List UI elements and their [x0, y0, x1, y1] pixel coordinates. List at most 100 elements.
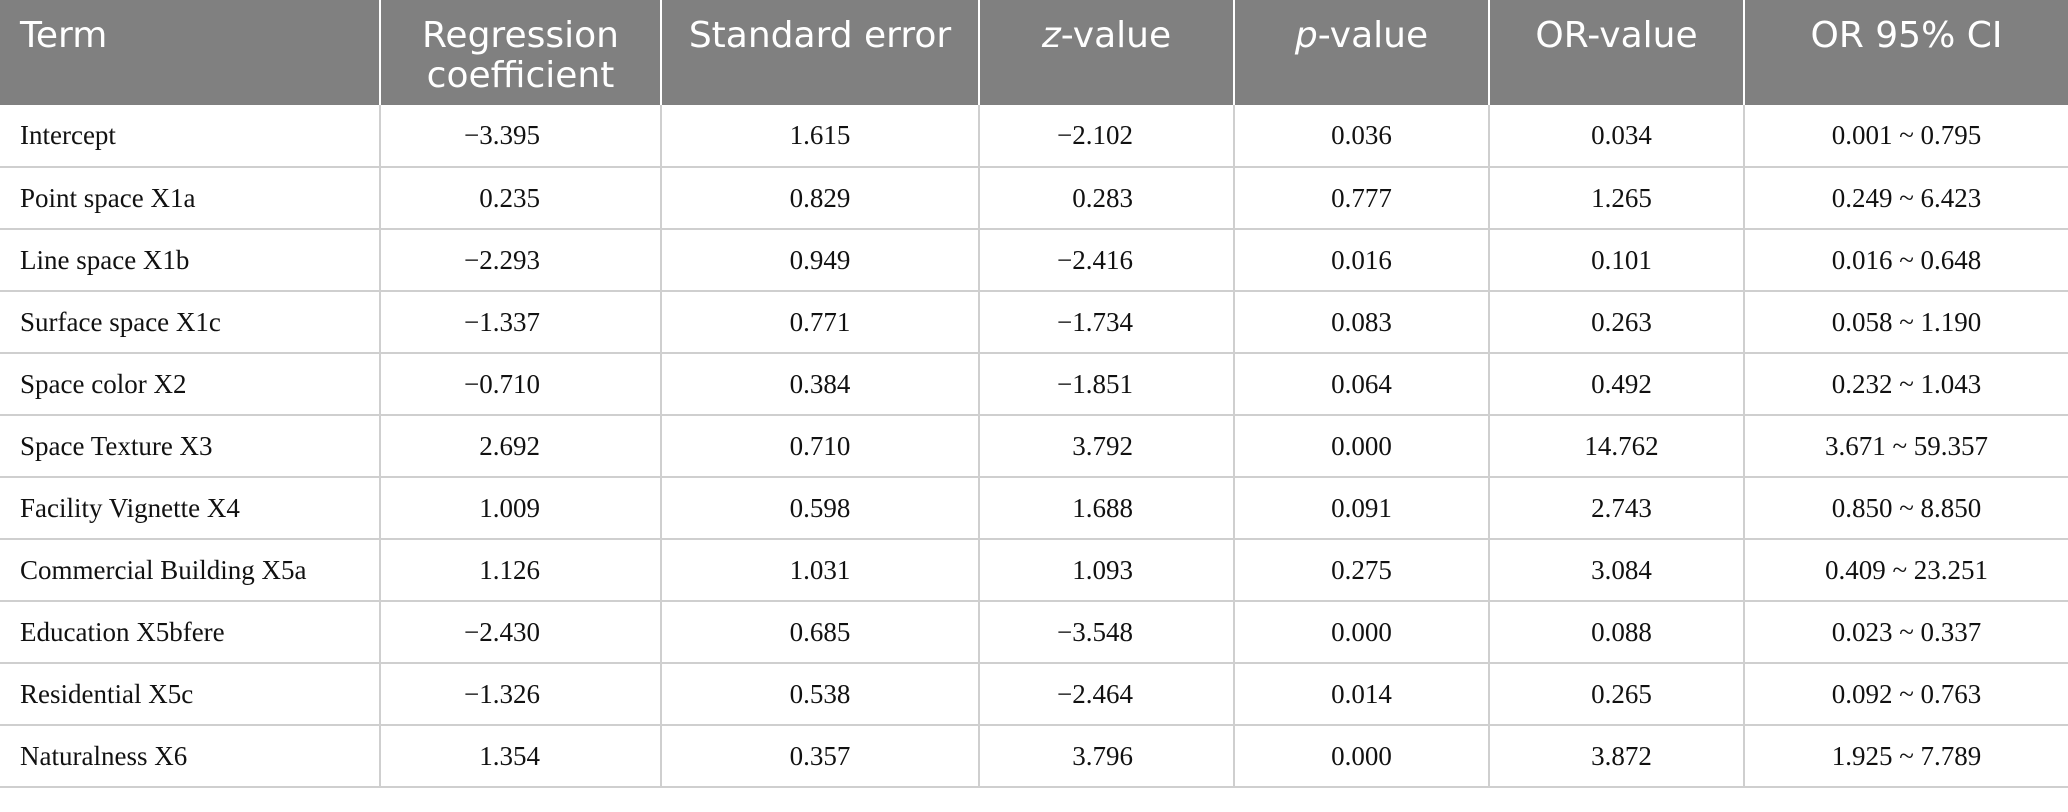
cell-p-value: 0.036 — [1234, 105, 1490, 168]
cell-z-value: −2.102 — [979, 105, 1235, 168]
cell-or-value: 0.492 — [1489, 353, 1745, 416]
cell-term: Space Texture X3 — [0, 415, 381, 478]
cell-regression-coefficient: −1.337 — [380, 291, 662, 354]
header-z-value: z-value — [979, 0, 1235, 105]
table-header: Term Regression coefficient Standard err… — [0, 0, 2068, 105]
cell-p-value: 0.016 — [1234, 229, 1490, 292]
cell-standard-error: 0.829 — [661, 167, 980, 230]
cell-regression-coefficient: −0.710 — [380, 353, 662, 416]
cell-term: Commercial Building X5a — [0, 539, 381, 602]
table-row: Space color X2 −0.710 0.384 −1.851 0.064 0.49… — [0, 353, 2068, 416]
cell-p-value: 0.083 — [1234, 291, 1490, 354]
cell-p-value: 0.064 — [1234, 353, 1490, 416]
table-row: Education X5bfere −2.430 0.685 −3.548 0.000 0… — [0, 601, 2068, 664]
cell-or-ci: 0.249 ~ 6.423 — [1744, 167, 2068, 230]
table-row: Point space X1a 0.235 0.829 0.283 0.777 1.265… — [0, 167, 2068, 230]
cell-regression-coefficient: −1.326 — [380, 663, 662, 726]
cell-term: Residential X5c — [0, 663, 381, 726]
cell-p-value: 0.014 — [1234, 663, 1490, 726]
header-or-value: OR-value — [1489, 0, 1745, 105]
cell-z-value: −1.734 — [979, 291, 1235, 354]
header-regression-coefficient: Regression coefficient — [380, 0, 662, 105]
cell-or-value: 0.265 — [1489, 663, 1745, 726]
header-z-rest: -value — [1060, 15, 1172, 56]
cell-or-value: 2.743 — [1489, 477, 1745, 540]
cell-regression-coefficient: 1.354 — [380, 725, 662, 788]
cell-regression-coefficient: −2.293 — [380, 229, 662, 292]
cell-or-value: 3.084 — [1489, 539, 1745, 602]
cell-standard-error: 0.771 — [661, 291, 980, 354]
header-p-italic: p — [1294, 15, 1318, 56]
cell-z-value: 1.688 — [979, 477, 1235, 540]
cell-z-value: −2.464 — [979, 663, 1235, 726]
cell-term: Surface space X1c — [0, 291, 381, 354]
cell-p-value: 0.091 — [1234, 477, 1490, 540]
cell-standard-error: 1.615 — [661, 105, 980, 168]
cell-regression-coefficient: 1.126 — [380, 539, 662, 602]
cell-term: Intercept — [0, 105, 381, 168]
cell-z-value: 0.283 — [979, 167, 1235, 230]
cell-or-ci: 0.409 ~ 23.251 — [1744, 539, 2068, 602]
table-row: Naturalness X6 1.354 0.357 3.796 0.000 3.872 1… — [0, 725, 2068, 788]
table-row: Residential X5c −1.326 0.538 −2.464 0.014 0.2… — [0, 663, 2068, 726]
header-z-italic: z — [1041, 15, 1061, 56]
header-row: Term Regression coefficient Standard err… — [0, 0, 2068, 105]
table-body: Intercept −3.395 1.615 −2.102 0.036 0.034 0.00… — [0, 105, 2068, 788]
header-term: Term — [0, 0, 381, 105]
cell-or-value: 0.263 — [1489, 291, 1745, 354]
cell-or-ci: 0.850 ~ 8.850 — [1744, 477, 2068, 540]
cell-standard-error: 1.031 — [661, 539, 980, 602]
table-row: Facility Vignette X4 1.009 0.598 1.688 0.091… — [0, 477, 2068, 540]
cell-regression-coefficient: −2.430 — [380, 601, 662, 664]
cell-p-value: 0.777 — [1234, 167, 1490, 230]
cell-z-value: −3.548 — [979, 601, 1235, 664]
cell-standard-error: 0.685 — [661, 601, 980, 664]
cell-or-value: 0.088 — [1489, 601, 1745, 664]
cell-p-value: 0.275 — [1234, 539, 1490, 602]
cell-or-ci: 0.232 ~ 1.043 — [1744, 353, 2068, 416]
cell-or-ci: 0.023 ~ 0.337 — [1744, 601, 2068, 664]
cell-term: Point space X1a — [0, 167, 381, 230]
table-row: Line space X1b −2.293 0.949 −2.416 0.016 0.10… — [0, 229, 2068, 292]
cell-z-value: −2.416 — [979, 229, 1235, 292]
cell-or-ci: 3.671 ~ 59.357 — [1744, 415, 2068, 478]
cell-p-value: 0.000 — [1234, 415, 1490, 478]
cell-regression-coefficient: 0.235 — [380, 167, 662, 230]
cell-z-value: 3.796 — [979, 725, 1235, 788]
cell-or-ci: 0.058 ~ 1.190 — [1744, 291, 2068, 354]
cell-standard-error: 0.538 — [661, 663, 980, 726]
cell-term: Space color X2 — [0, 353, 381, 416]
cell-or-ci: 0.001 ~ 0.795 — [1744, 105, 2068, 168]
cell-term: Line space X1b — [0, 229, 381, 292]
cell-or-ci: 0.016 ~ 0.648 — [1744, 229, 2068, 292]
table-row: Surface space X1c −1.337 0.771 −1.734 0.083 0… — [0, 291, 2068, 354]
cell-regression-coefficient: −3.395 — [380, 105, 662, 168]
cell-standard-error: 0.384 — [661, 353, 980, 416]
cell-term: Facility Vignette X4 — [0, 477, 381, 540]
cell-regression-coefficient: 1.009 — [380, 477, 662, 540]
header-standard-error: Standard error — [661, 0, 980, 105]
cell-or-ci: 1.925 ~ 7.789 — [1744, 725, 2068, 788]
cell-z-value: 3.792 — [979, 415, 1235, 478]
header-or-ci: OR 95% CI — [1744, 0, 2068, 105]
cell-regression-coefficient: 2.692 — [380, 415, 662, 478]
cell-or-value: 0.034 — [1489, 105, 1745, 168]
table-row: Commercial Building X5a 1.126 1.031 1.093 0.… — [0, 539, 2068, 602]
cell-or-value: 0.101 — [1489, 229, 1745, 292]
cell-or-ci: 0.092 ~ 0.763 — [1744, 663, 2068, 726]
cell-term: Education X5bfere — [0, 601, 381, 664]
table-row: Intercept −3.395 1.615 −2.102 0.036 0.034 0.00… — [0, 105, 2068, 168]
header-p-value: p-value — [1234, 0, 1490, 105]
table-row: Space Texture X3 2.692 0.710 3.792 0.000 14.7… — [0, 415, 2068, 478]
cell-or-value: 3.872 — [1489, 725, 1745, 788]
cell-standard-error: 0.949 — [661, 229, 980, 292]
cell-z-value: −1.851 — [979, 353, 1235, 416]
cell-p-value: 0.000 — [1234, 601, 1490, 664]
cell-p-value: 0.000 — [1234, 725, 1490, 788]
cell-or-value: 14.762 — [1489, 415, 1745, 478]
cell-standard-error: 0.357 — [661, 725, 980, 788]
header-p-rest: -value — [1317, 15, 1429, 56]
cell-standard-error: 0.710 — [661, 415, 980, 478]
regression-table: Term Regression coefficient Standard err… — [0, 0, 2068, 788]
cell-standard-error: 0.598 — [661, 477, 980, 540]
